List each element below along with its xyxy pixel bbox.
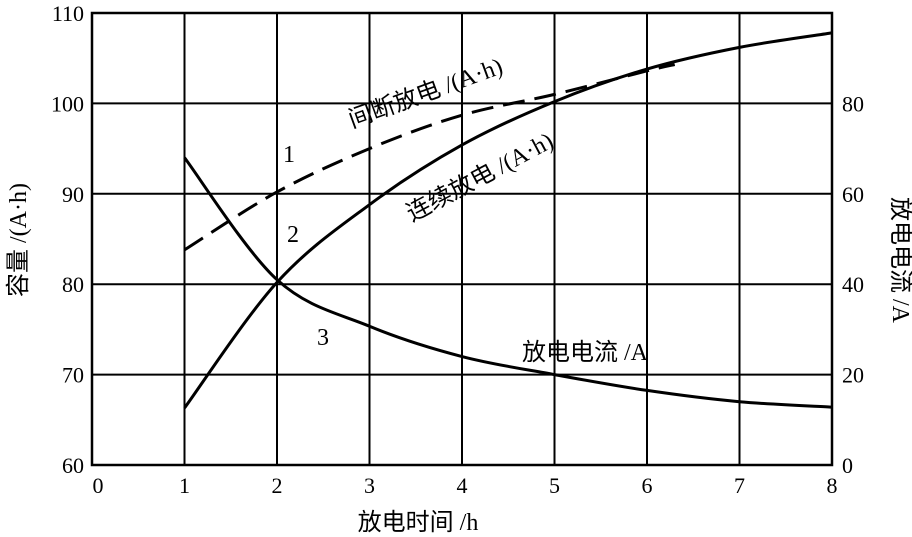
y-tick-label-right: 20: [842, 363, 864, 388]
x-tick-label: 2: [272, 473, 283, 498]
y-tick-label-left: 90: [62, 182, 84, 207]
y-tick-label-left: 110: [52, 1, 84, 26]
y-tick-label-left: 80: [62, 272, 84, 297]
x-tick-label: 7: [734, 473, 745, 498]
series-label-current: 放电电流 /A: [522, 339, 649, 366]
y-tick-label-left: 70: [62, 363, 84, 388]
series-line-2: [183, 31, 833, 409]
x-tick-label: 6: [642, 473, 653, 498]
x-axis-label: 放电时间 /h: [358, 509, 479, 536]
series-number-3: 3: [317, 325, 329, 351]
y-tick-label-right: 40: [842, 272, 864, 297]
x-tick-label: 1: [179, 473, 190, 498]
series-number-1: 1: [283, 142, 295, 168]
y-axis-label-left: 容量 /(A·h): [5, 183, 32, 297]
series-line-3: [183, 156, 833, 409]
series-number-2: 2: [287, 222, 299, 248]
grid: [90, 11, 834, 467]
x-tick-label: 3: [364, 473, 375, 498]
x-tick-label: 5: [549, 473, 560, 498]
y-axis-label-right: 放电电流 /A: [887, 197, 912, 324]
y-tick-label-left: 100: [51, 91, 84, 116]
x-tick-label: 4: [457, 473, 468, 498]
series-label-continuous: 连续放电 /(A·h): [402, 127, 558, 227]
y-tick-label-left: 60: [62, 453, 84, 478]
curves: [183, 31, 833, 409]
tick-labels: 0 1 2 3 4 5 6 7 8 60 70 80 90 100 110 0 20 40 60 80: [51, 1, 864, 498]
y-tick-label-right: 60: [842, 182, 864, 207]
y-tick-label-right: 80: [842, 91, 864, 116]
y-tick-label-right: 0: [842, 453, 853, 478]
x-tick-label: 0: [93, 473, 104, 498]
x-tick-label: 8: [827, 473, 838, 498]
